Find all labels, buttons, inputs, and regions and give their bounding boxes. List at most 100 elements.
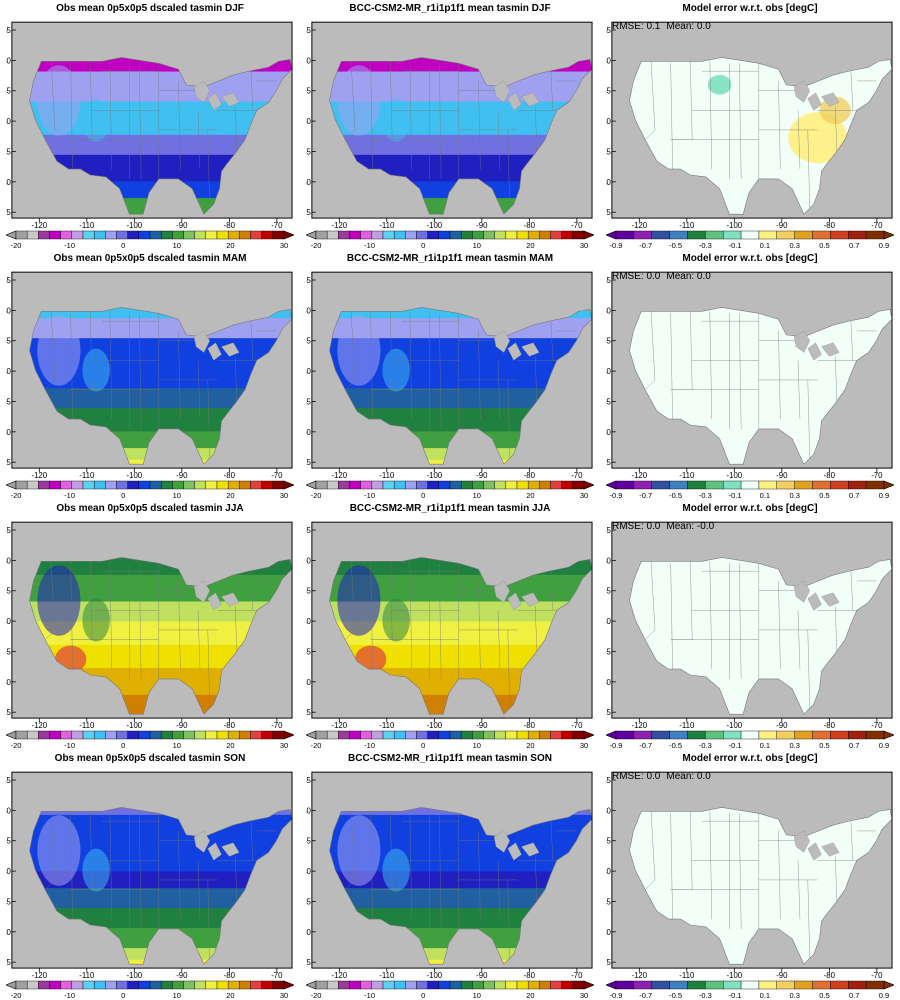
colorbar-label: -0.3 (699, 491, 712, 500)
colorbar-swatch (382, 730, 395, 740)
colorbar-swatch (315, 230, 328, 240)
great-lakes (493, 330, 540, 361)
lat-tick-label: 40 (306, 117, 312, 126)
error-patch (788, 112, 847, 164)
lon-tick-label: -90 (776, 471, 788, 480)
colorbar-swatch (405, 980, 417, 990)
model-map: -120 -110 -100 -90 -80 -70 55 50 45 40 35 30 25 (306, 771, 593, 980)
error-panel-jja: Model error w.r.t. obs [degC] -120 -110 -10… (600, 500, 900, 750)
colorbar-swatch (572, 480, 585, 490)
colorbar-label: 0.3 (789, 241, 799, 250)
lon-tick-label: -70 (571, 471, 583, 480)
colorbar-label: -0.9 (610, 241, 623, 250)
lat-tick-label: 50 (306, 556, 312, 565)
map-frame (11, 771, 293, 969)
lat-tick-label: 30 (306, 678, 312, 687)
lon-tick-label: -80 (824, 221, 836, 230)
lon-tick-label: -70 (871, 221, 883, 230)
colorbar-swatch (71, 230, 84, 240)
colorbar-swatch (416, 230, 428, 240)
colorbar-swatch (483, 480, 495, 490)
colorbar-swatch (149, 980, 162, 990)
colorbar-swatch (172, 730, 184, 740)
colorbar-swatch (160, 480, 173, 490)
colorbar-swatch (550, 480, 562, 490)
colorbar-swatch (360, 230, 373, 240)
colorbar-swatch (722, 480, 742, 490)
colorbar-label: 10 (173, 991, 181, 1000)
colorbar-label: -20 (311, 491, 322, 500)
error-colorbar: -0.9 -0.7 -0.5 -0.3 -0.1 0.1 0.3 0.5 0.7 0.9 (606, 730, 894, 750)
great-lakes (493, 580, 540, 611)
colorbar-label: 0.9 (879, 491, 889, 500)
lon-tick-label: -80 (824, 971, 836, 980)
lat-tick-label: 45 (306, 87, 312, 96)
colorbar-label: -10 (64, 491, 75, 500)
lat-tick-label: 25 (6, 458, 12, 467)
error-map: -120 -110 -100 -90 -80 -70 55 50 45 40 35 30 25 (606, 271, 893, 480)
colorbar-label: -0.9 (610, 741, 623, 750)
colorbar-swatch (722, 730, 742, 740)
lon-tick-label: -70 (871, 721, 883, 730)
mean-text: Mean: 0.0 (666, 771, 711, 782)
colorbar-swatch (550, 730, 562, 740)
lon-tick-label: -110 (679, 471, 695, 480)
colorbar-swatch (550, 980, 562, 990)
colorbar-label: 0 (421, 491, 425, 500)
colorbar-label: 30 (580, 741, 588, 750)
colorbar-label: 20 (226, 241, 234, 250)
colorbar-label: -20 (311, 241, 322, 250)
lon-tick-label: -90 (476, 721, 488, 730)
colorbar-swatch (138, 730, 151, 740)
colorbar-swatch (794, 730, 813, 740)
error-map: -120 -110 -100 -90 -80 -70 55 50 45 40 35 30 25 (606, 521, 893, 730)
colorbar-swatch (438, 980, 451, 990)
lat-tick-label: 40 (6, 617, 12, 626)
panel-title: Obs mean 0p5x0p5 dscaled tasmin SON (54, 753, 246, 764)
lon-tick-label: -110 (679, 721, 695, 730)
colorbar-swatch (93, 980, 106, 990)
colorbar-swatch (494, 730, 507, 740)
lon-tick-label: -100 (726, 471, 742, 480)
panel-title: Model error w.r.t. obs [degC] (682, 753, 818, 764)
lon-tick-label: -80 (224, 221, 236, 230)
lon-tick-label: -80 (524, 971, 536, 980)
colorbar-swatch (687, 480, 706, 490)
lat-tick-label: 55 (6, 526, 12, 535)
lon-tick-label: -100 (726, 971, 742, 980)
temperature-colorbar: -20 -10 0 10 20 30 (306, 980, 594, 1000)
colorbar-swatch (705, 980, 724, 990)
colorbar-swatch (687, 230, 706, 240)
map-frame (11, 521, 293, 719)
colorbar-label: -0.1 (729, 241, 742, 250)
colorbar-swatch (848, 730, 867, 740)
colorbar-swatch (705, 480, 724, 490)
lon-tick-label: -80 (524, 721, 536, 730)
colorbar-label: 20 (526, 241, 534, 250)
lat-tick-label: 30 (606, 928, 612, 937)
lat-tick-label: 40 (606, 867, 612, 876)
colorbar-label: 0.7 (849, 491, 859, 500)
lon-tick-label: -100 (426, 721, 442, 730)
colorbar-swatch (371, 980, 384, 990)
colorbar-label: 0.9 (879, 241, 889, 250)
map-frame (311, 21, 593, 219)
lat-tick-label: 30 (6, 178, 12, 187)
colorbar-swatch (49, 230, 61, 240)
colorbar-swatch (272, 730, 285, 740)
panel-title: Model error w.r.t. obs [degC] (682, 253, 818, 264)
lat-tick-label: 30 (306, 928, 312, 937)
colorbar-swatch (105, 230, 117, 240)
lat-tick-label: 50 (606, 306, 612, 315)
colorbar-swatch (393, 230, 406, 240)
colorbar-label: -0.3 (699, 991, 712, 1000)
colorbar-swatch (15, 730, 28, 740)
lat-tick-label: 45 (606, 587, 612, 596)
colorbar-swatch (651, 980, 670, 990)
colorbar-swatch (472, 730, 484, 740)
colorbar-swatch (505, 730, 518, 740)
lon-tick-label: -100 (126, 221, 142, 230)
colorbar-swatch (539, 980, 551, 990)
colorbar-swatch (651, 730, 670, 740)
lon-tick-label: -70 (571, 971, 583, 980)
